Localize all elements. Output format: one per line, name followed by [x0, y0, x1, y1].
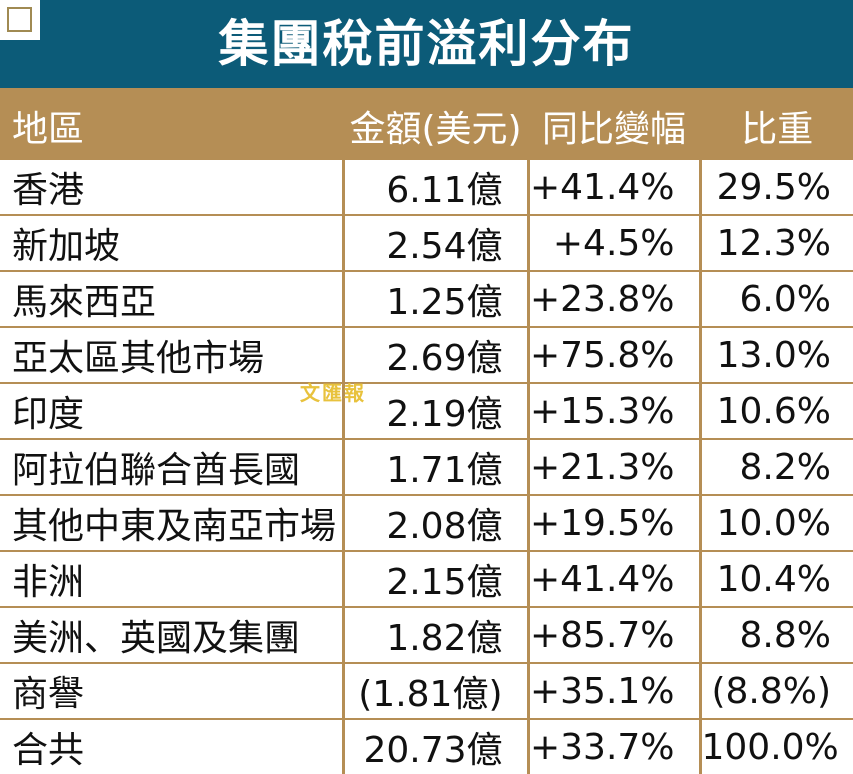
column-header-weight: 比重: [698, 94, 853, 159]
cell-region: 馬來西亞: [0, 270, 343, 327]
cell-amount: 2.08億: [341, 494, 528, 551]
cell-region: 新加坡: [0, 214, 343, 271]
table-row: 香港 6.11億 +41.4% 29.5%: [0, 158, 853, 215]
table-row: 印度 2.19億 +15.3% 10.6%: [0, 382, 853, 439]
cell-region: 阿拉伯聯合酋長國: [0, 438, 343, 495]
cell-change: +41.4%: [526, 158, 700, 215]
profit-distribution-table: 地區 金額(美元) 同比變幅 比重 香港 6.11億 +41.4% 29.5% 新加坡 2…: [0, 94, 853, 774]
cell-weight: 29.5%: [698, 158, 853, 215]
cell-change: +19.5%: [526, 494, 700, 551]
cell-weight: 10.4%: [698, 550, 853, 607]
cell-weight: 100.0%: [698, 718, 853, 774]
cell-amount: (1.81億): [341, 662, 528, 719]
cell-weight: 12.3%: [698, 214, 853, 271]
cell-change: +23.8%: [526, 270, 700, 327]
cell-weight: 6.0%: [698, 270, 853, 327]
cell-change: +41.4%: [526, 550, 700, 607]
title-bar: [0, 0, 853, 88]
table-row: 馬來西亞 1.25億 +23.8% 6.0%: [0, 270, 853, 327]
cell-change: +15.3%: [526, 382, 700, 439]
table-row: 非洲 2.15億 +41.4% 10.4%: [0, 550, 853, 607]
cell-region: 美洲、英國及集團: [0, 606, 343, 663]
column-header-region: 地區: [0, 94, 343, 159]
table-row: 其他中東及南亞市場 2.08億 +19.5% 10.0%: [0, 494, 853, 551]
cell-region: 合共: [0, 718, 343, 774]
table-row: 阿拉伯聯合酋長國 1.71億 +21.3% 8.2%: [0, 438, 853, 495]
page-title: 集團稅前溢利分布: [218, 15, 635, 73]
cell-weight: 8.2%: [698, 438, 853, 495]
cell-amount: 1.82億: [341, 606, 528, 663]
column-header-amount: 金額(美元): [341, 94, 528, 159]
title-divider: [0, 88, 853, 94]
cell-change: +85.7%: [526, 606, 700, 663]
cell-change: +4.5%: [526, 214, 700, 271]
cell-weight: 10.0%: [698, 494, 853, 551]
cell-amount: 20.73億: [341, 718, 528, 774]
cell-change: +75.8%: [526, 326, 700, 383]
cell-change: +33.7%: [526, 718, 700, 774]
cell-amount: 2.19億: [341, 382, 528, 439]
publisher-watermark: 文匯報: [300, 381, 366, 405]
cell-region: 非洲: [0, 550, 343, 607]
table-row: 商譽 (1.81億) +35.1% (8.8%): [0, 662, 853, 719]
table-row: 新加坡 2.54億 +4.5% 12.3%: [0, 214, 853, 271]
cell-weight: (8.8%): [698, 662, 853, 719]
cell-region: 商譽: [0, 662, 343, 719]
cell-amount: 6.11億: [341, 158, 528, 215]
cell-change: +35.1%: [526, 662, 700, 719]
table-row: 合共 20.73億 +33.7% 100.0%: [0, 718, 853, 774]
cell-amount: 1.71億: [341, 438, 528, 495]
cell-weight: 10.6%: [698, 382, 853, 439]
cell-weight: 13.0%: [698, 326, 853, 383]
cell-weight: 8.8%: [698, 606, 853, 663]
table-row: 美洲、英國及集團 1.82億 +85.7% 8.8%: [0, 606, 853, 663]
cell-region: 香港: [0, 158, 343, 215]
table-header-row: 地區 金額(美元) 同比變幅 比重: [0, 94, 853, 159]
cell-region: 亞太區其他市場: [0, 326, 343, 383]
cell-region: 其他中東及南亞市場: [0, 494, 343, 551]
cell-region: 印度: [0, 382, 343, 439]
cell-amount: 2.69億: [341, 326, 528, 383]
column-header-change: 同比變幅: [526, 94, 700, 159]
cell-amount: 1.25億: [341, 270, 528, 327]
cell-amount: 2.54億: [341, 214, 528, 271]
cell-amount: 2.15億: [341, 550, 528, 607]
table-row: 亞太區其他市場 2.69億 +75.8% 13.0%: [0, 326, 853, 383]
corner-square-ornament: [0, 0, 40, 40]
cell-change: +21.3%: [526, 438, 700, 495]
